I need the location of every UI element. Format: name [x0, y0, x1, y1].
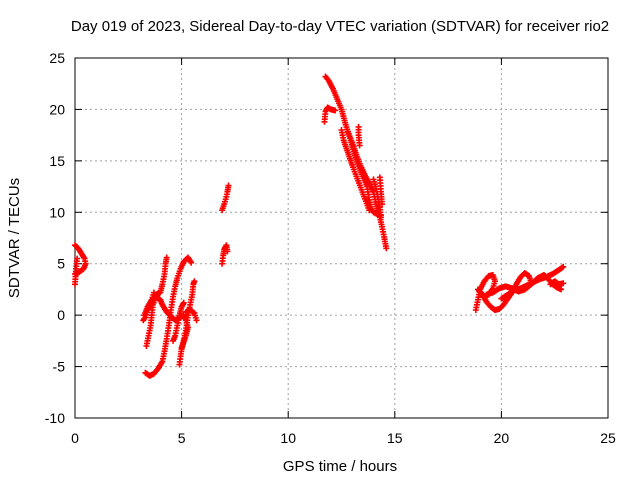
data-point	[224, 248, 231, 255]
data-point	[225, 182, 232, 189]
data-point	[558, 286, 565, 293]
data-points	[72, 73, 567, 379]
x-tick-label: 10	[280, 430, 296, 446]
data-point	[332, 107, 339, 114]
x-tick-label: 15	[387, 430, 403, 446]
data-point	[163, 254, 170, 261]
data-point	[366, 207, 373, 214]
data-point	[356, 142, 363, 149]
chart-title: Day 019 of 2023, Sidereal Day-to-day VTE…	[71, 18, 609, 35]
data-point	[188, 259, 195, 266]
y-axis-label: SDTVAR / TECUs	[6, 178, 23, 298]
y-tick-label: 0	[57, 307, 65, 323]
data-point	[383, 245, 390, 252]
y-tick-label: 15	[49, 153, 65, 169]
y-tick-label: 25	[49, 50, 65, 66]
data-point	[379, 201, 386, 208]
data-point	[180, 299, 187, 306]
y-tick-label: 20	[49, 101, 65, 117]
x-tick-label: 20	[494, 430, 510, 446]
data-point	[74, 255, 81, 262]
data-point	[150, 289, 157, 296]
y-tick-label: 10	[49, 204, 65, 220]
axis-ticks: 0 5 10 15 20 25 -10 -5 0 5 10 15 20 25	[45, 50, 616, 446]
data-point	[560, 280, 567, 287]
data-point	[377, 214, 384, 221]
x-tick-label: 25	[600, 430, 616, 446]
data-point	[560, 263, 567, 270]
x-tick-label: 5	[178, 430, 186, 446]
y-tick-label: 5	[57, 256, 65, 272]
x-tick-label: 0	[71, 430, 79, 446]
x-axis-label: GPS time / hours	[283, 458, 397, 475]
plot-frame	[74, 57, 609, 419]
data-point	[191, 278, 198, 285]
y-tick-label: -5	[53, 359, 66, 375]
data-point	[193, 317, 200, 324]
y-tick-label: -10	[45, 410, 65, 426]
